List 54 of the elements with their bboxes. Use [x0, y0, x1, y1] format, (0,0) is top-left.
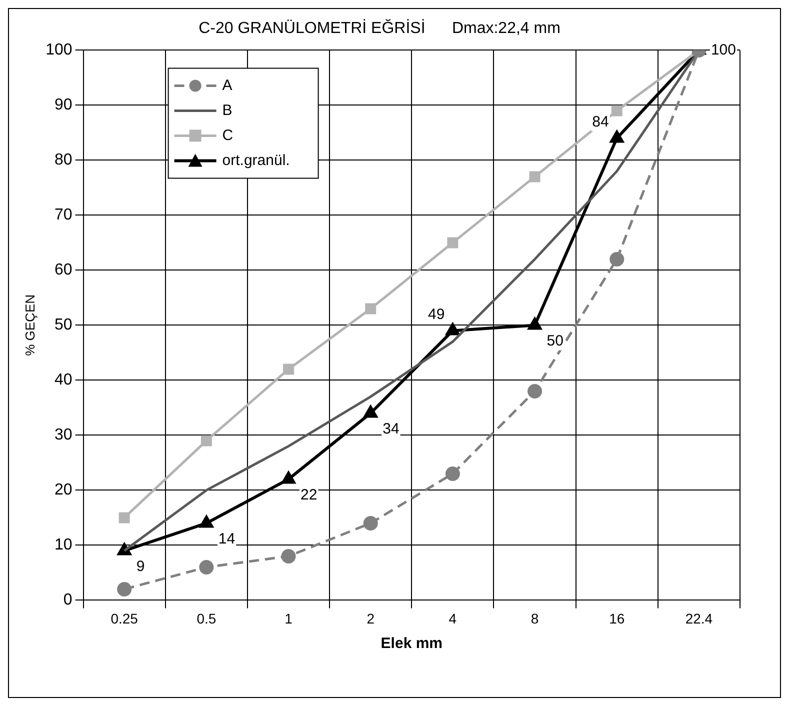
y-tick-label: 10 — [54, 536, 72, 554]
x-tick-label: 0.25 — [110, 610, 138, 626]
data-label: 100 — [710, 41, 736, 58]
x-tick-label: 1 — [284, 610, 293, 626]
legend-label: ort.granül. — [222, 152, 290, 169]
y-tick-label: 30 — [54, 426, 72, 444]
data-label: 22 — [300, 486, 318, 504]
data-label: 49 — [428, 306, 445, 323]
x-axis-title: Elek mm — [380, 635, 442, 652]
point — [610, 252, 624, 266]
data-label: 9 — [136, 558, 145, 575]
y-tick-label: 20 — [54, 482, 72, 499]
point — [365, 303, 376, 314]
point — [281, 548, 296, 564]
point — [447, 237, 458, 248]
chart-title: C-20 GRANÜLOMETRİ EĞRİSİ Dmax:22,4 mm — [198, 19, 560, 38]
legend-label: A — [222, 76, 232, 94]
point — [117, 582, 132, 596]
x-tick-label: 22.4 — [685, 610, 713, 626]
y-tick-label: 100 — [46, 42, 72, 59]
point — [283, 364, 294, 375]
y-tick-label: 40 — [54, 372, 72, 389]
point — [446, 323, 460, 336]
data-label: 14 — [218, 530, 236, 548]
y-axis-title: % GEÇEN — [22, 294, 38, 356]
point — [118, 512, 130, 524]
x-tick-label: 8 — [530, 610, 539, 626]
point — [200, 516, 214, 528]
point — [199, 560, 214, 574]
x-tick-label: 2 — [366, 610, 375, 626]
point — [528, 318, 542, 330]
point — [528, 384, 542, 398]
data-label: 34 — [382, 420, 400, 438]
point — [529, 171, 540, 182]
data-label: 84 — [592, 113, 609, 130]
legend-label: C — [222, 126, 234, 144]
y-tick-label: 60 — [54, 262, 72, 279]
legend-label: B — [222, 102, 232, 119]
y-tick-label: 50 — [54, 316, 72, 334]
point — [611, 105, 622, 116]
point — [364, 406, 378, 418]
x-tick-label: 4 — [448, 610, 457, 626]
x-tick-label: 16 — [609, 610, 625, 626]
point — [282, 472, 296, 484]
data-label: 50 — [546, 332, 564, 350]
point — [610, 130, 624, 143]
point — [445, 466, 460, 481]
y-tick-label: 90 — [54, 96, 72, 114]
y-tick-label: 0 — [63, 592, 72, 609]
point — [200, 435, 212, 446]
point — [363, 516, 378, 530]
y-tick-label: 80 — [54, 152, 72, 169]
x-tick-label: 0.5 — [196, 610, 216, 626]
y-tick-label: 70 — [54, 206, 72, 224]
